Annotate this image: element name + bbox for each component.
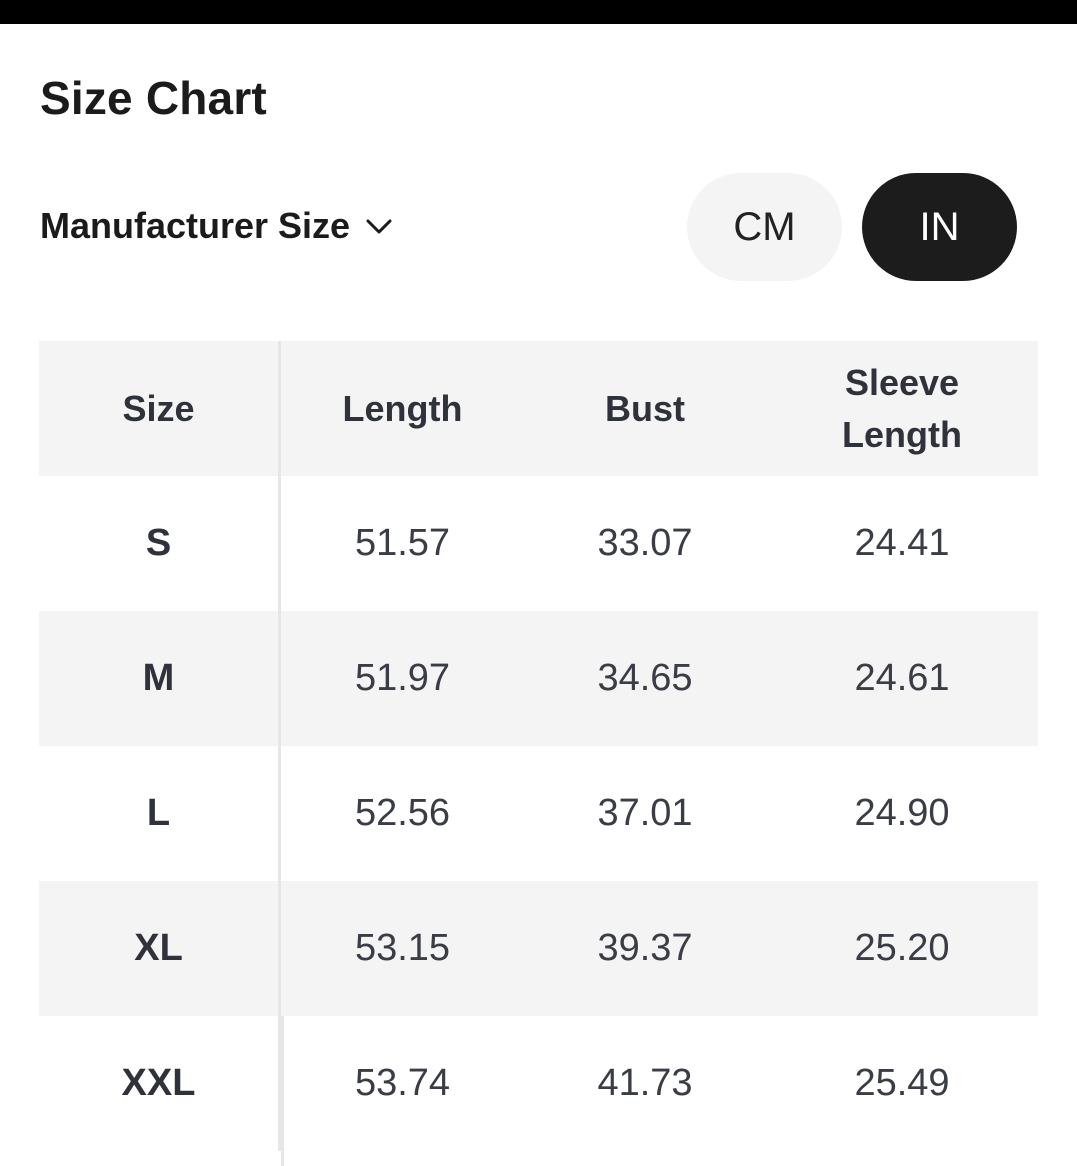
- status-bar: [0, 0, 1077, 24]
- unit-cm-button[interactable]: CM: [687, 173, 842, 281]
- bust-cell: 39.37: [597, 927, 693, 969]
- size-system-dropdown[interactable]: Manufacturer Size: [40, 198, 394, 254]
- size-cell: XXL: [39, 1016, 281, 1151]
- length-cell: 51.57: [354, 522, 451, 564]
- chevron-down-icon: [364, 211, 394, 241]
- size-cell: L: [39, 746, 281, 881]
- header-size: Size: [39, 341, 281, 476]
- table-row: XL 53.15 39.37 25.20: [39, 881, 1038, 1016]
- bust-cell: 34.65: [597, 657, 693, 699]
- length-cell: 53.15: [354, 927, 451, 969]
- sleeve-length-cell: 25.20: [854, 927, 950, 969]
- table-header-row: Size Length Bust Sleeve Length: [39, 341, 1038, 476]
- length-cell: 52.56: [354, 792, 451, 834]
- length-cell: 51.97: [354, 657, 451, 699]
- header-sleeve-length: Sleeve Length: [842, 361, 962, 455]
- length-cell: 53.74: [354, 1062, 451, 1104]
- bust-cell: 33.07: [597, 522, 693, 564]
- table-row: S 51.57 33.07 24.41: [39, 476, 1038, 611]
- header-length: Length: [342, 387, 463, 429]
- sleeve-length-cell: 24.61: [854, 657, 950, 699]
- bust-cell: 41.73: [597, 1062, 693, 1104]
- sleeve-length-cell: 25.49: [854, 1062, 950, 1104]
- table-row: XXL 53.74 41.73 25.49: [39, 1016, 1038, 1151]
- size-cell: S: [39, 476, 281, 611]
- unit-in-button[interactable]: IN: [862, 173, 1017, 281]
- header-bust: Bust: [605, 387, 685, 429]
- page-title: Size Chart: [40, 72, 267, 124]
- size-cell: M: [39, 611, 281, 746]
- size-system-label: Manufacturer Size: [40, 205, 351, 246]
- size-cell: XL: [39, 881, 281, 1016]
- size-table: Size Length Bust Sleeve Length S 51.57 3…: [39, 341, 1038, 1151]
- bust-cell: 37.01: [597, 792, 693, 834]
- sleeve-length-cell: 24.90: [854, 792, 950, 834]
- table-row: M 51.97 34.65 24.61: [39, 611, 1038, 746]
- table-row: L 52.56 37.01 24.90: [39, 746, 1038, 881]
- sleeve-length-cell: 24.41: [854, 522, 950, 564]
- column-divider: [281, 1016, 284, 1166]
